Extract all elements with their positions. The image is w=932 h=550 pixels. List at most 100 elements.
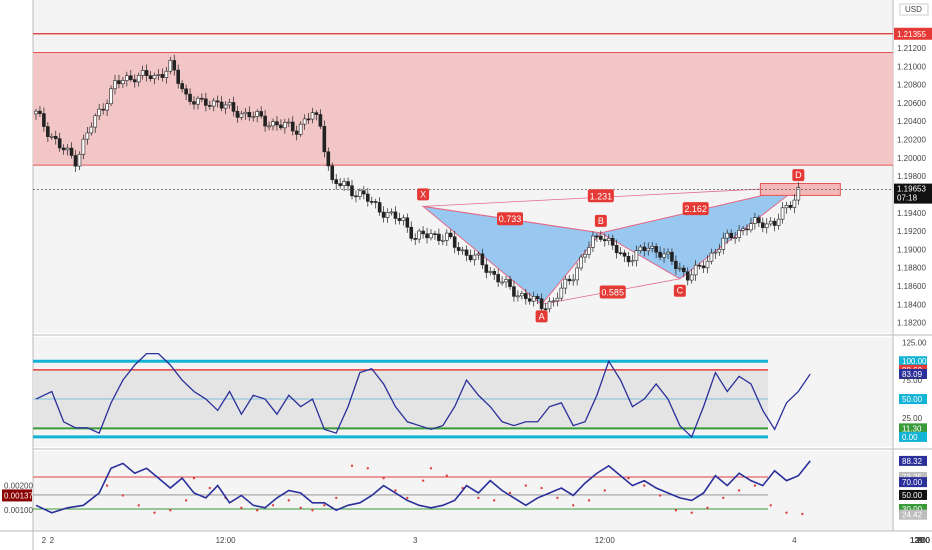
pattern-point-x-marker (417, 188, 430, 201)
candle-body (618, 252, 623, 255)
osc-right-tick: 70.00 (902, 478, 923, 487)
candle-body (476, 253, 481, 256)
ratio-badge (587, 189, 614, 203)
osc-right-badge (899, 504, 927, 515)
candle-body (168, 60, 173, 72)
osc-dot (429, 467, 433, 470)
candle-body (678, 267, 682, 270)
candle-body (251, 116, 256, 118)
pattern-point-c-label: C (677, 286, 684, 296)
candle-body (468, 255, 473, 261)
osc-dot (658, 494, 662, 497)
osc-dot (785, 511, 788, 514)
candle-body (377, 202, 382, 213)
osc-dot (335, 496, 338, 500)
rsi-tick-badge (899, 431, 927, 442)
candle-body (310, 112, 315, 120)
candle-body (57, 138, 62, 149)
candle-body (642, 246, 647, 252)
candle-body (109, 88, 113, 105)
price-tick: 1.18200 (897, 319, 926, 328)
osc-dot (240, 506, 243, 509)
candle-body (614, 244, 619, 254)
candle-body (563, 278, 568, 289)
osc-dot (445, 474, 448, 477)
candle-body (121, 80, 125, 85)
candle-body (267, 125, 271, 128)
candle-body (662, 253, 666, 258)
rsi-tick: 25.00 (902, 414, 923, 423)
candle-body (263, 115, 267, 127)
osc-right-tick: 50.00 (902, 491, 923, 500)
candle-body (599, 235, 603, 240)
candle-body (749, 223, 753, 231)
time-tick: 12:00 (910, 536, 931, 545)
time-tick: 11 (916, 536, 925, 545)
osc-dot (643, 484, 646, 487)
rsi-tick-badge (899, 369, 927, 380)
candle-body (373, 201, 378, 203)
osc-dot (690, 511, 693, 514)
osc-dot (706, 506, 709, 509)
candle-body (456, 247, 461, 251)
candle-body (286, 121, 291, 124)
candle-body (342, 181, 346, 186)
candle-body (508, 279, 512, 287)
top-level-badge (894, 27, 932, 40)
candle-body (768, 220, 773, 225)
price-tick: 1.21000 (897, 62, 926, 71)
candle-body (464, 249, 469, 256)
candle-body (757, 217, 761, 224)
candle-body (441, 239, 445, 242)
time-tick: 12:00 (910, 536, 931, 545)
candle-body (693, 264, 698, 276)
pattern-point-a-marker (535, 310, 548, 323)
osc-dot (121, 494, 125, 497)
candle-body (516, 295, 520, 298)
candle-body (125, 75, 129, 81)
osc-dot (477, 496, 480, 500)
time-tick: 2 (50, 536, 55, 545)
candle-body (721, 237, 726, 250)
candle-body (725, 232, 730, 239)
pattern-point-b-label: B (598, 216, 604, 226)
candle-body (630, 260, 635, 263)
candle-body (184, 88, 188, 95)
last-price-badge (894, 183, 932, 204)
candle-body (259, 111, 263, 117)
candle-body (776, 218, 781, 226)
candle-body (326, 151, 331, 167)
candle-body (523, 293, 528, 300)
candle-body (571, 279, 576, 282)
candle-body (583, 253, 587, 258)
candle-body (760, 222, 765, 228)
price-pane[interactable] (33, 0, 893, 333)
candle-body (208, 105, 212, 107)
price-tick: 1.20600 (897, 99, 926, 108)
candle-body (444, 232, 449, 241)
osc-dot (323, 504, 326, 507)
rsi-tick-badge (899, 423, 927, 434)
candle-body (705, 260, 710, 269)
candle-body (53, 135, 58, 139)
pattern-point-d-marker (792, 169, 805, 182)
candle-body (575, 267, 579, 281)
candle-body (421, 230, 425, 235)
osc-dot (603, 489, 606, 492)
currency-badge[interactable] (899, 3, 929, 16)
candle-body (306, 118, 311, 121)
candle-body (93, 115, 98, 128)
osc-dot (540, 486, 543, 490)
time-tick: 12:00 (910, 536, 931, 545)
rsi-layer (33, 352, 811, 439)
candle-body (429, 233, 433, 239)
time-tick: A (917, 536, 923, 545)
d-zone (759, 182, 841, 196)
candle-body (192, 101, 196, 105)
candle-body (385, 212, 390, 218)
candle-body (535, 296, 540, 299)
candle-body (685, 271, 690, 281)
candle-body (500, 281, 504, 284)
candle-body (204, 98, 208, 106)
pattern-point-x-label: X (420, 189, 426, 199)
